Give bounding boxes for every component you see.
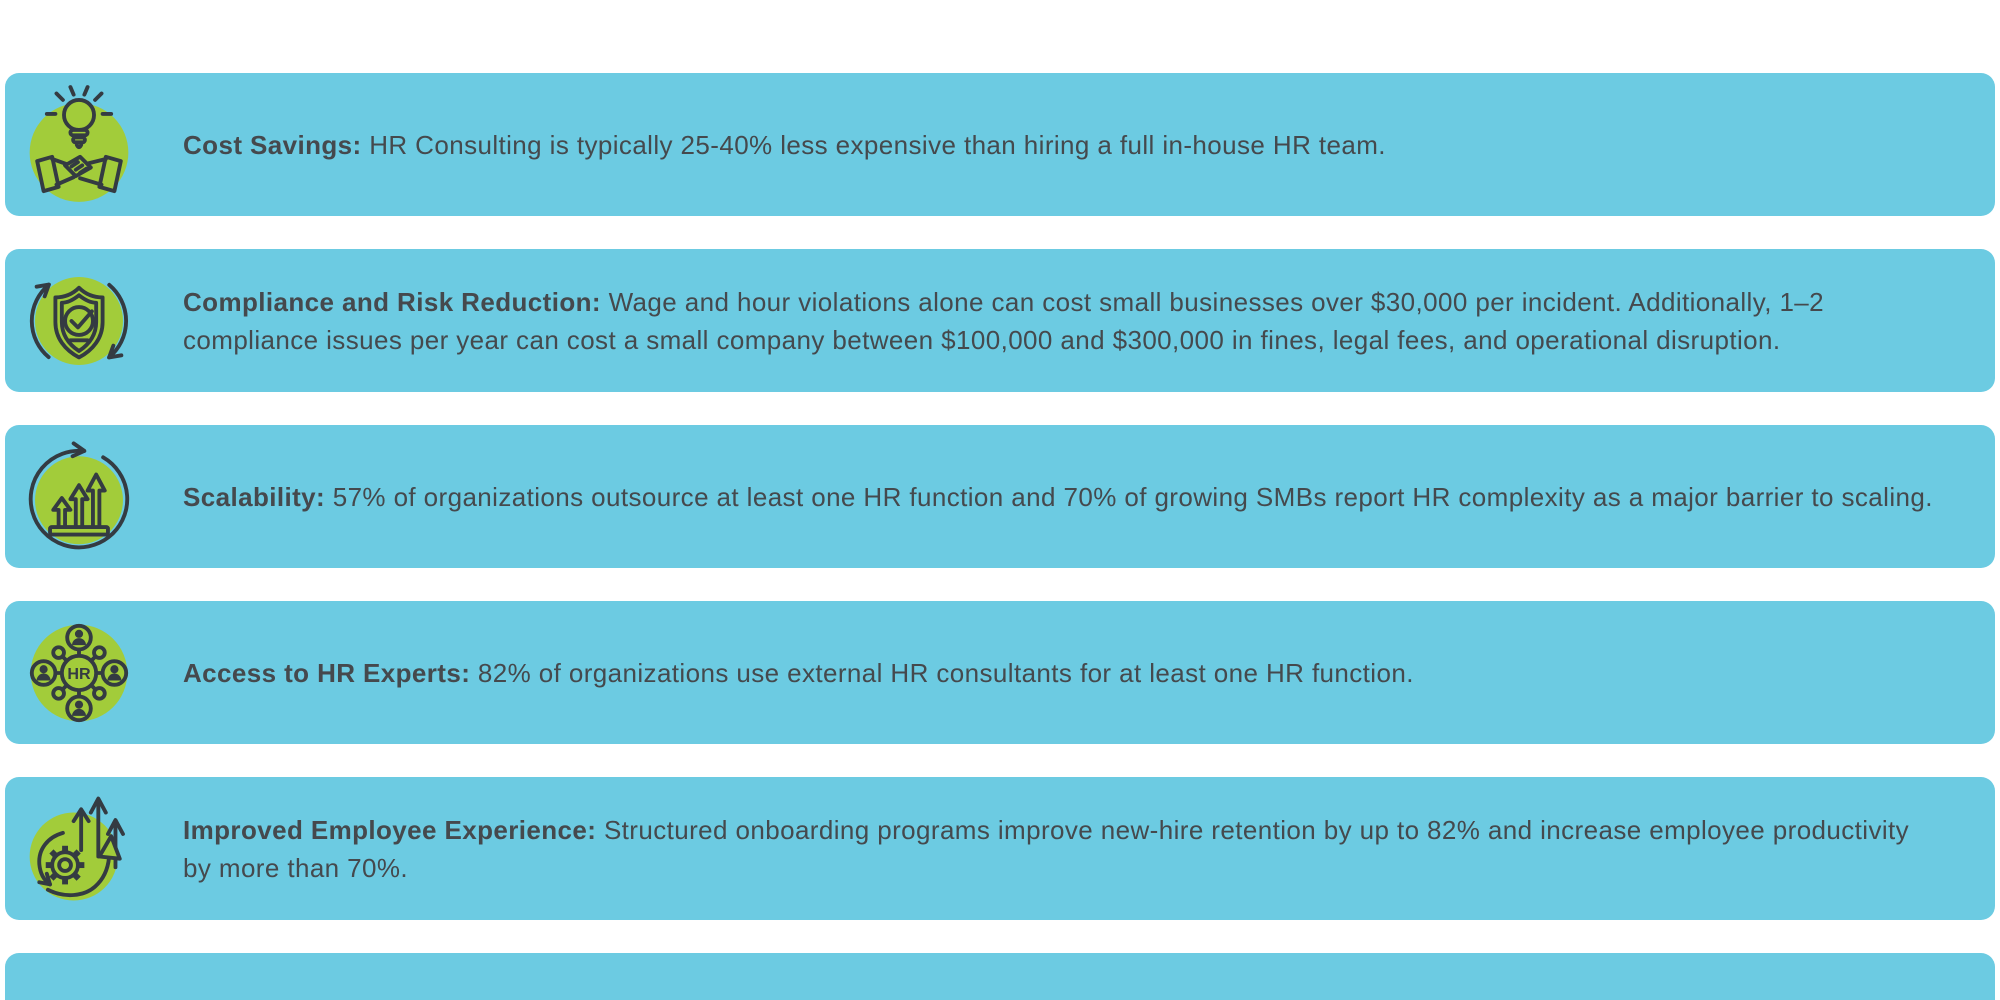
card-title: Scalability: (183, 481, 326, 512)
growth-arrows-refresh-icon (28, 440, 130, 549)
hr-network-icon: HR (29, 623, 129, 722)
benefit-card-partial (5, 953, 1995, 1000)
icon-badge (19, 786, 139, 912)
benefit-card-scalability: Scalability: 57% of organizations outsou… (5, 425, 1995, 568)
benefit-card-cost-savings: Cost Savings: HR Consulting is typically… (5, 73, 1995, 216)
icon-badge (19, 434, 139, 560)
card-title: Access to HR Experts: (183, 657, 471, 688)
benefit-card-hr-experts: HR Access to HR Experts: 82% of organiza… (5, 601, 1995, 744)
person-node-left (29, 658, 58, 687)
icon-badge (19, 258, 139, 384)
card-body: 57% of organizations outsource at least … (332, 481, 1933, 512)
shield-checkmark-refresh-icon (29, 276, 128, 365)
lightbulb-handshake-icon (29, 84, 129, 202)
card-title: Compliance and Risk Reduction: (183, 286, 601, 317)
card-text: Access to HR Experts: 82% of organizatio… (183, 654, 1414, 692)
hr-label: HR (67, 664, 91, 682)
card-text: Scalability: 57% of organizations outsou… (183, 478, 1933, 516)
card-text: Improved Employee Experience: Structured… (183, 811, 1935, 887)
person-node-bottom (65, 694, 93, 722)
card-body: Wage and hour violations alone can cost … (183, 286, 1825, 355)
card-body: HR Consulting is typically 25-40% less e… (369, 129, 1386, 160)
gear-growth-arrows-icon (29, 796, 125, 900)
card-title: Improved Employee Experience: (183, 814, 597, 845)
icon-badge (19, 82, 139, 208)
card-title: Cost Savings: (183, 129, 362, 160)
person-node-right (100, 658, 129, 687)
card-body: Structured onboarding programs improve n… (183, 814, 1910, 883)
icon-badge: HR (19, 610, 139, 736)
benefit-card-compliance: Compliance and Risk Reduction: Wage and … (5, 249, 1995, 392)
card-text: Cost Savings: HR Consulting is typically… (183, 126, 1386, 164)
card-body: 82% of organizations use external HR con… (477, 657, 1414, 688)
benefit-card-employee-experience: Improved Employee Experience: Structured… (5, 777, 1995, 920)
card-text: Compliance and Risk Reduction: Wage and … (183, 283, 1935, 359)
person-node-top (65, 623, 93, 651)
